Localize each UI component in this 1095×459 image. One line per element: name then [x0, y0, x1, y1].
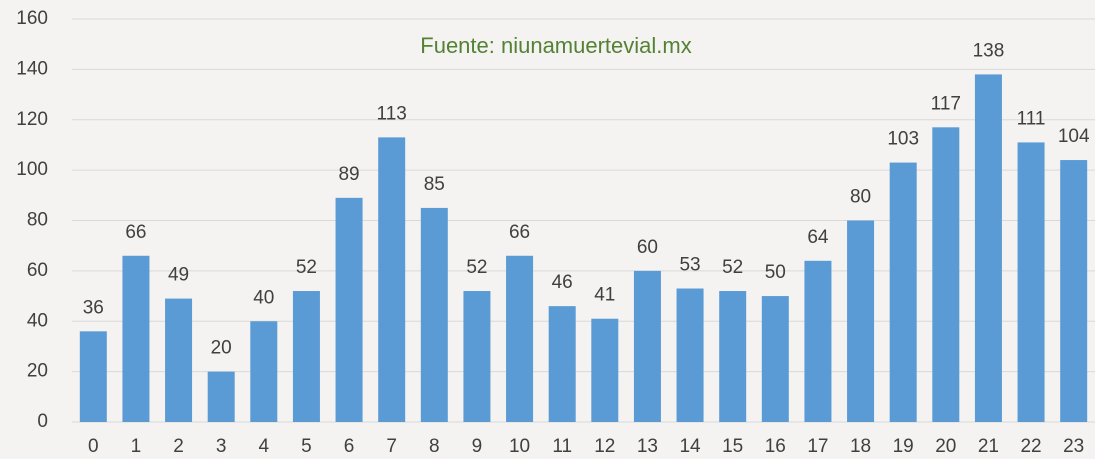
bar: [335, 197, 363, 422]
x-tick-label: 2: [173, 436, 184, 457]
bar: [207, 371, 235, 422]
value-label: 117: [931, 93, 961, 114]
bar: [889, 162, 917, 422]
x-tick-label: 3: [216, 436, 227, 457]
x-tick-label: 17: [807, 436, 828, 457]
y-tick-label: 60: [27, 260, 48, 281]
value-label: 52: [722, 257, 743, 278]
value-label: 89: [338, 164, 359, 185]
bar: [420, 207, 448, 422]
value-label: 103: [887, 129, 919, 150]
bar: [122, 255, 150, 422]
value-label: 113: [377, 103, 407, 124]
x-tick-label: 7: [386, 436, 397, 457]
bar: [378, 137, 406, 422]
bar: [1060, 160, 1088, 423]
y-tick-label: 140: [16, 58, 48, 79]
x-tick-label: 8: [429, 436, 440, 457]
bar: [250, 321, 278, 422]
x-tick-label: 23: [1063, 436, 1084, 457]
bar: [1017, 142, 1045, 422]
bar: [633, 270, 661, 422]
value-label: 64: [807, 227, 829, 248]
y-tick-label: 80: [27, 210, 48, 231]
bar: [292, 291, 320, 422]
value-label: 80: [850, 187, 871, 208]
bar: [506, 255, 534, 422]
x-tick-label: 1: [131, 436, 142, 457]
bar: [463, 291, 491, 422]
x-tick-label: 13: [637, 436, 658, 457]
x-tick-label: 10: [509, 436, 530, 457]
value-label: 46: [552, 272, 573, 293]
bar: [974, 74, 1002, 422]
bar: [165, 298, 193, 422]
x-tick-label: 5: [301, 436, 312, 457]
bar: [719, 291, 747, 422]
annotation: Fuente: niunamuertevial.mx: [420, 33, 691, 58]
bar: [676, 288, 704, 422]
value-label: 41: [594, 285, 615, 306]
y-tick-label: 160: [16, 8, 48, 29]
value-label: 66: [509, 222, 530, 243]
value-label: 52: [466, 257, 487, 278]
value-label: 138: [973, 40, 1005, 61]
y-tick-label: 0: [37, 411, 48, 432]
x-tick-label: 19: [893, 436, 914, 457]
value-label: 111: [1017, 108, 1046, 129]
bar: [932, 127, 960, 423]
x-tick-label: 6: [344, 436, 355, 457]
x-tick-label: 9: [472, 436, 483, 457]
value-label: 36: [83, 297, 104, 318]
value-label: 40: [253, 287, 274, 308]
value-label: 20: [211, 338, 232, 359]
value-label: 49: [168, 265, 189, 286]
value-label: 53: [679, 255, 700, 276]
x-tick-label: 4: [259, 436, 270, 457]
value-label: 60: [637, 237, 658, 258]
x-tick-label: 11: [552, 436, 572, 457]
bar: [591, 318, 619, 422]
x-tick-label: 0: [88, 436, 99, 457]
x-tick-label: 18: [850, 436, 871, 457]
y-tick-label: 120: [16, 109, 48, 130]
x-tick-label: 22: [1020, 436, 1041, 457]
x-tick-label: 14: [679, 436, 701, 457]
x-tick-label: 16: [765, 436, 786, 457]
value-label: 52: [296, 257, 317, 278]
bar: [548, 306, 576, 422]
bar: [79, 331, 107, 422]
x-tick-label: 12: [594, 436, 615, 457]
x-tick-label: 15: [722, 436, 743, 457]
x-tick-label: 21: [978, 436, 999, 457]
value-label: 50: [765, 262, 786, 283]
y-tick-label: 40: [27, 310, 48, 331]
x-tick-label: 20: [935, 436, 956, 457]
bar: [761, 296, 789, 422]
y-tick-label: 20: [27, 361, 48, 382]
value-label: 66: [125, 222, 146, 243]
bar: [804, 260, 832, 422]
value-label: 104: [1058, 126, 1090, 147]
bar: [847, 220, 875, 422]
value-label: 85: [424, 174, 445, 195]
y-tick-label: 100: [16, 159, 48, 180]
